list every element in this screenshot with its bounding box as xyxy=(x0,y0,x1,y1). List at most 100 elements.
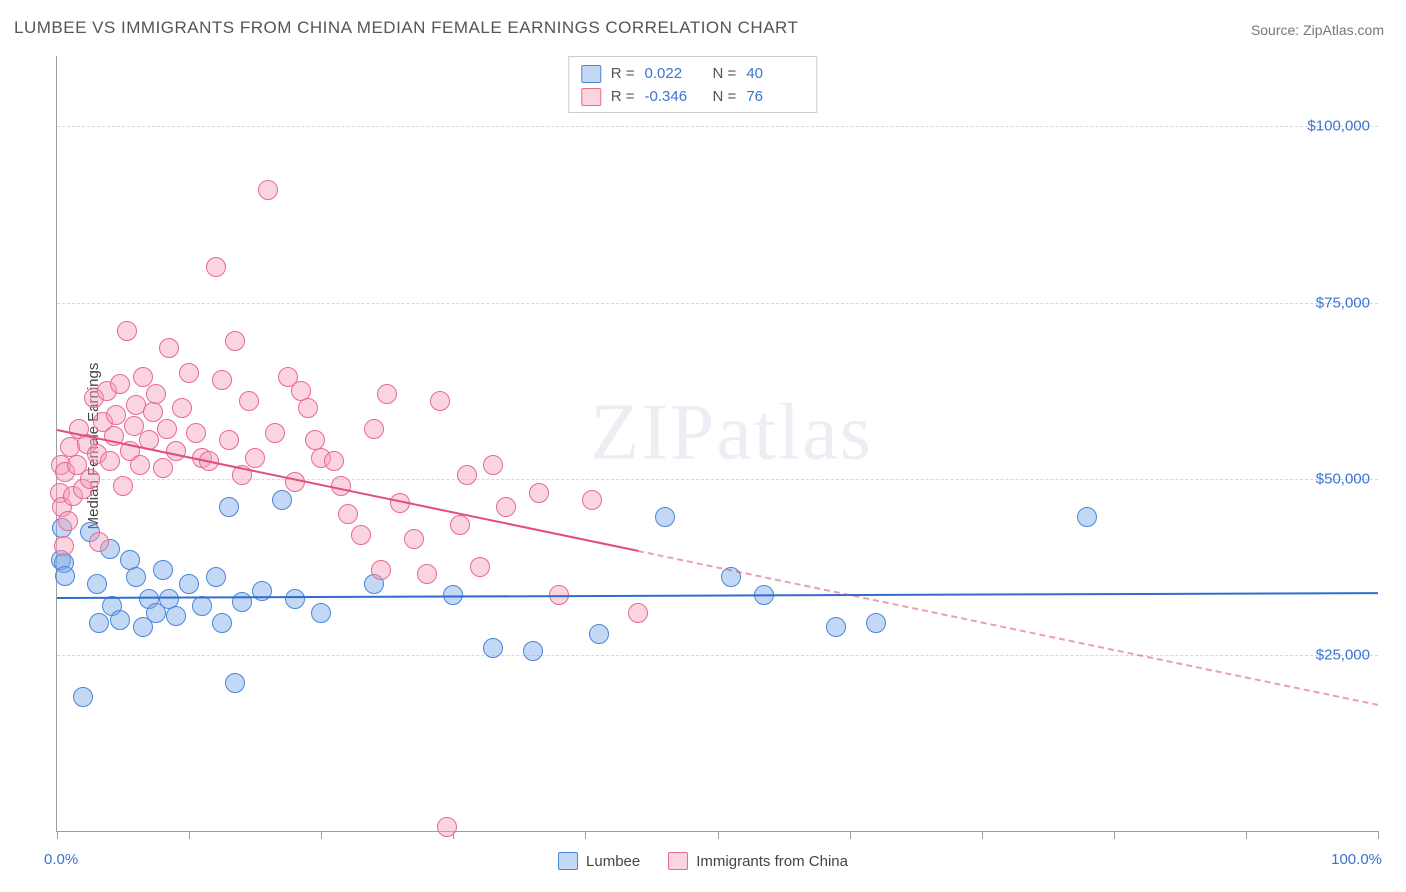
source-link[interactable]: ZipAtlas.com xyxy=(1303,22,1384,38)
scatter-point xyxy=(58,511,78,531)
chart-title: LUMBEE VS IMMIGRANTS FROM CHINA MEDIAN F… xyxy=(14,18,798,38)
scatter-point xyxy=(166,606,186,626)
scatter-point xyxy=(143,402,163,422)
scatter-point xyxy=(523,641,543,661)
scatter-point xyxy=(157,419,177,439)
scatter-point xyxy=(89,532,109,552)
scatter-point xyxy=(457,465,477,485)
x-tick xyxy=(1114,831,1115,839)
scatter-point xyxy=(80,469,100,489)
scatter-point xyxy=(529,483,549,503)
y-tick-label: $50,000 xyxy=(1316,470,1370,487)
scatter-point xyxy=(159,338,179,358)
scatter-point xyxy=(110,374,130,394)
scatter-point xyxy=(212,370,232,390)
watermark-zip: ZIP xyxy=(590,388,716,476)
y-tick-label: $100,000 xyxy=(1307,118,1370,135)
gridline xyxy=(57,126,1378,127)
x-tick xyxy=(189,831,190,839)
trend-line xyxy=(57,429,639,552)
scatter-point xyxy=(87,574,107,594)
legend-n-label: N = xyxy=(713,86,737,109)
scatter-point xyxy=(100,451,120,471)
scatter-point xyxy=(450,515,470,535)
x-axis-max-label: 100.0% xyxy=(1331,851,1382,868)
scatter-point xyxy=(265,423,285,443)
legend-series-name: Lumbee xyxy=(586,853,640,870)
scatter-point xyxy=(192,596,212,616)
legend-row: R =-0.346N =76 xyxy=(581,86,805,109)
scatter-point xyxy=(219,430,239,450)
scatter-point xyxy=(628,603,648,623)
trend-line xyxy=(638,550,1378,706)
scatter-point xyxy=(826,617,846,637)
legend-n-value: 40 xyxy=(746,63,804,86)
scatter-point xyxy=(252,581,272,601)
x-tick xyxy=(321,831,322,839)
scatter-point xyxy=(153,560,173,580)
scatter-point xyxy=(126,567,146,587)
scatter-point xyxy=(470,557,490,577)
scatter-point xyxy=(1077,507,1097,527)
scatter-point xyxy=(496,497,516,517)
gridline xyxy=(57,303,1378,304)
scatter-point xyxy=(153,458,173,478)
scatter-point xyxy=(245,448,265,468)
scatter-point xyxy=(285,589,305,609)
x-tick xyxy=(57,831,58,839)
plot-area: ZIPatlas R =0.022N =40R =-0.346N =76 $25… xyxy=(56,56,1378,832)
watermark: ZIPatlas xyxy=(590,387,873,478)
scatter-point xyxy=(117,321,137,341)
scatter-point xyxy=(110,610,130,630)
scatter-point xyxy=(324,451,344,471)
scatter-point xyxy=(172,398,192,418)
x-tick xyxy=(718,831,719,839)
legend-swatch xyxy=(558,852,578,870)
scatter-point xyxy=(166,441,186,461)
scatter-point xyxy=(179,363,199,383)
scatter-point xyxy=(186,423,206,443)
series-legend: Lumbee Immigrants from China xyxy=(558,852,848,870)
scatter-point xyxy=(298,398,318,418)
scatter-point xyxy=(206,257,226,277)
legend-series-name: Immigrants from China xyxy=(696,853,848,870)
x-tick xyxy=(1246,831,1247,839)
gridline xyxy=(57,655,1378,656)
scatter-point xyxy=(483,638,503,658)
scatter-point xyxy=(311,603,331,623)
scatter-point xyxy=(655,507,675,527)
legend-item: Immigrants from China xyxy=(668,852,848,870)
source-prefix: Source: xyxy=(1251,22,1303,38)
scatter-point xyxy=(417,564,437,584)
x-tick xyxy=(585,831,586,839)
x-tick xyxy=(850,831,851,839)
legend-r-value: 0.022 xyxy=(645,63,703,86)
scatter-point xyxy=(404,529,424,549)
scatter-point xyxy=(258,180,278,200)
x-axis-min-label: 0.0% xyxy=(44,851,78,868)
watermark-atlas: atlas xyxy=(716,388,873,476)
scatter-point xyxy=(272,490,292,510)
x-tick xyxy=(1378,831,1379,839)
scatter-point xyxy=(55,566,75,586)
scatter-point xyxy=(430,391,450,411)
source-attribution: Source: ZipAtlas.com xyxy=(1251,22,1384,38)
scatter-point xyxy=(225,331,245,351)
scatter-point xyxy=(437,817,457,837)
scatter-point xyxy=(179,574,199,594)
scatter-point xyxy=(212,613,232,633)
scatter-point xyxy=(225,673,245,693)
legend-row: R =0.022N =40 xyxy=(581,63,805,86)
scatter-point xyxy=(54,536,74,556)
scatter-point xyxy=(351,525,371,545)
legend-swatch xyxy=(581,88,601,106)
scatter-point xyxy=(377,384,397,404)
legend-swatch xyxy=(668,852,688,870)
legend-swatch xyxy=(581,65,601,83)
scatter-point xyxy=(866,613,886,633)
scatter-point xyxy=(364,419,384,439)
legend-n-label: N = xyxy=(713,63,737,86)
scatter-point xyxy=(133,367,153,387)
legend-n-value: 76 xyxy=(746,86,804,109)
correlation-legend: R =0.022N =40R =-0.346N =76 xyxy=(568,56,818,113)
